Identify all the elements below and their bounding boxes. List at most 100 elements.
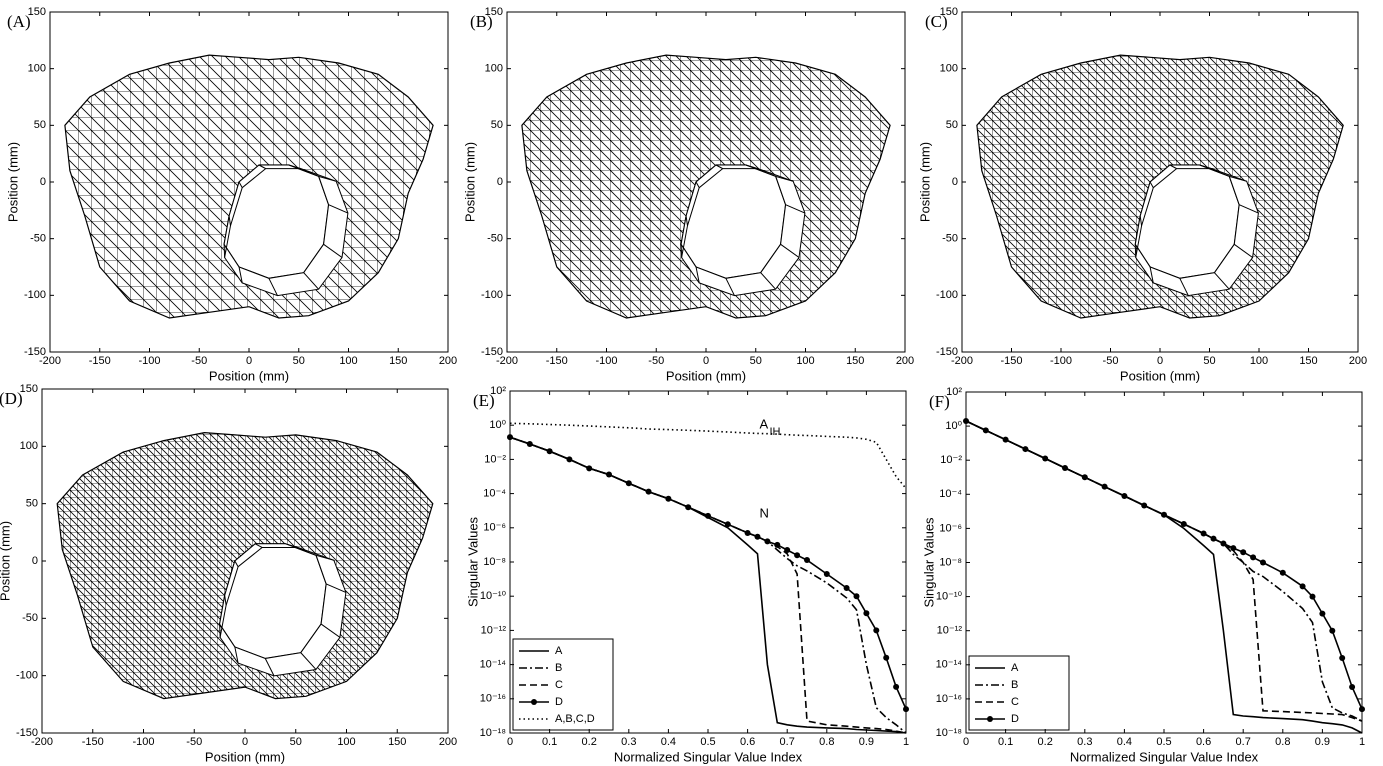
- x-tick-label: 200: [439, 736, 457, 748]
- x-tick-label: 0.8: [1275, 736, 1290, 748]
- point: [883, 654, 890, 661]
- point: [804, 557, 810, 564]
- point: [754, 533, 761, 540]
- point: [1260, 559, 1266, 566]
- y-tick-label: 10⁻¹⁴: [936, 659, 963, 671]
- x-tick-label: 0.9: [859, 736, 874, 748]
- x-tick-label: 0.5: [1156, 736, 1171, 748]
- y-tick-label: -100: [16, 670, 38, 682]
- x-tick-label: 0: [507, 736, 513, 748]
- ring-spoke: [285, 543, 299, 548]
- legend-box: [968, 655, 1070, 731]
- x-tick-label: 150: [389, 355, 407, 367]
- ring-spoke: [238, 266, 243, 283]
- point: [1200, 530, 1207, 537]
- x-tick-label: -100: [595, 355, 617, 367]
- point: [1220, 540, 1227, 547]
- x-tick-label: 1: [1359, 736, 1365, 748]
- x-tick-label: -150: [89, 355, 111, 367]
- x-axis-label: Position (mm): [666, 368, 746, 383]
- x-tick-label: 0: [246, 355, 252, 367]
- x-tick-label: -150: [82, 736, 104, 748]
- ring-spoke: [320, 623, 341, 638]
- panel-label: (E): [473, 391, 495, 410]
- ring-spoke: [1238, 204, 1259, 214]
- y-tick-label: 50: [491, 119, 503, 131]
- point: [794, 552, 801, 559]
- annotation-subscript: IH: [769, 426, 780, 438]
- x-tick-label: 1: [903, 736, 909, 748]
- ring-spoke: [1233, 243, 1253, 258]
- x-tick-label: 50: [750, 355, 762, 367]
- ring-spoke: [228, 215, 231, 226]
- ring-spoke: [745, 164, 759, 170]
- y-tick-label: 10⁻⁸: [483, 556, 506, 568]
- point: [1042, 455, 1049, 462]
- ring-spoke: [775, 175, 794, 182]
- point: [1022, 446, 1029, 453]
- y-tick-label: -50: [942, 233, 958, 245]
- point: [744, 529, 751, 536]
- ring-spoke: [685, 215, 688, 226]
- y-tick-label: 100: [28, 63, 46, 75]
- y-tick-label: 10⁻⁴: [483, 488, 506, 500]
- point: [625, 480, 632, 487]
- y-tick-label: 100: [485, 63, 503, 75]
- y-tick-label: -50: [30, 233, 46, 245]
- y-tick-label: -150: [481, 346, 503, 358]
- y-tick-label: 10⁻¹⁰: [936, 591, 963, 603]
- y-tick-label: -150: [936, 346, 958, 358]
- point: [1161, 511, 1167, 518]
- ring-spoke: [323, 243, 343, 258]
- ring-spoke: [695, 181, 700, 188]
- x-tick-label: 0.7: [1236, 736, 1251, 748]
- x-axis-label: Position (mm): [209, 368, 289, 383]
- y-tick-label: 150: [28, 6, 46, 18]
- point: [1002, 436, 1009, 443]
- legend-marker: [531, 699, 537, 705]
- x-tick-label: 200: [1349, 355, 1367, 367]
- y-tick-label: 0: [952, 176, 958, 188]
- x-tick-label: 0.7: [780, 736, 795, 748]
- point: [566, 456, 573, 463]
- legend-label: B: [1011, 679, 1018, 691]
- ring-spoke: [264, 658, 275, 677]
- y-axis-label: Singular Values: [921, 517, 936, 608]
- point: [1299, 583, 1306, 590]
- x-tick-label: -50: [1103, 355, 1119, 367]
- x-tick-label: -200: [496, 355, 518, 367]
- point: [1349, 683, 1356, 690]
- x-tick-label: -100: [132, 736, 154, 748]
- y-tick-label: 150: [940, 6, 958, 18]
- x-tick-label: -50: [191, 355, 207, 367]
- x-tick-label: -200: [39, 355, 61, 367]
- series-line: [509, 422, 907, 490]
- y-tick-label: 10⁰: [489, 419, 506, 431]
- x-tick-label: 0: [703, 355, 709, 367]
- panel-label: (B): [470, 12, 493, 31]
- y-tick-label: 10²: [490, 385, 506, 397]
- y-tick-label: 10⁻¹⁸: [936, 727, 962, 739]
- legend-label: B: [555, 662, 562, 674]
- point: [1210, 535, 1217, 542]
- ring-spoke: [315, 554, 335, 561]
- ring-spoke: [318, 175, 337, 182]
- ring-spoke: [234, 646, 239, 664]
- point: [982, 427, 989, 434]
- y-tick-label: 10⁻⁶: [939, 522, 962, 534]
- x-tick-label: 0: [963, 736, 969, 748]
- x-tick-label: 0.6: [1196, 736, 1211, 748]
- ring-spoke: [300, 652, 317, 670]
- x-tick-label: 0.8: [819, 736, 834, 748]
- x-axis-label: Normalized Singular Value Index: [1070, 749, 1259, 764]
- y-tick-label: 150: [485, 6, 503, 18]
- legend-marker: [987, 716, 993, 722]
- y-tick-label: 10⁻⁶: [483, 522, 506, 534]
- point: [764, 538, 771, 545]
- ring-spoke: [725, 278, 735, 296]
- hole-ring: [219, 543, 347, 677]
- y-axis-label: Position (mm): [917, 142, 932, 222]
- x-tick-label: -200: [31, 736, 53, 748]
- legend-label: D: [1011, 713, 1019, 725]
